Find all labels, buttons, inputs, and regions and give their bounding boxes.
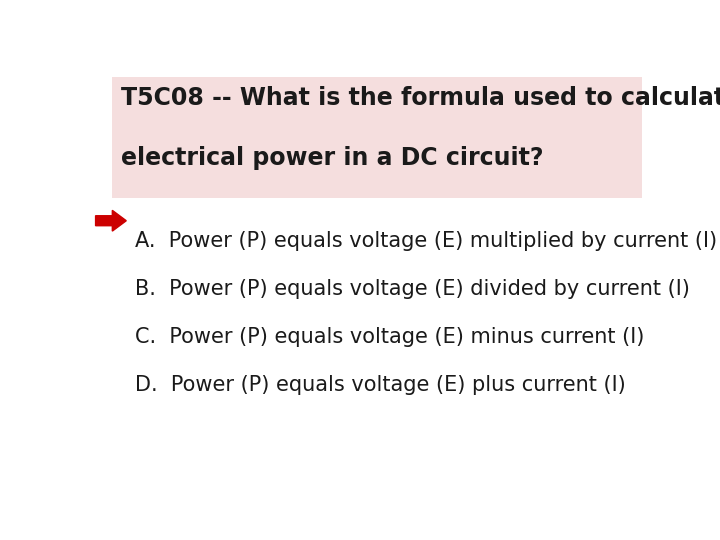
Text: electrical power in a DC circuit?: electrical power in a DC circuit? <box>121 146 543 170</box>
Polygon shape <box>96 210 126 231</box>
Text: A.  Power (P) equals voltage (E) multiplied by current (I): A. Power (P) equals voltage (E) multipli… <box>135 231 717 251</box>
Text: D.  Power (P) equals voltage (E) plus current (I): D. Power (P) equals voltage (E) plus cur… <box>135 375 626 395</box>
Text: T5C08 -- What is the formula used to calculate: T5C08 -- What is the formula used to cal… <box>121 85 720 110</box>
Text: C.  Power (P) equals voltage (E) minus current (I): C. Power (P) equals voltage (E) minus cu… <box>135 327 644 347</box>
Text: B.  Power (P) equals voltage (E) divided by current (I): B. Power (P) equals voltage (E) divided … <box>135 279 690 299</box>
FancyBboxPatch shape <box>112 77 642 198</box>
